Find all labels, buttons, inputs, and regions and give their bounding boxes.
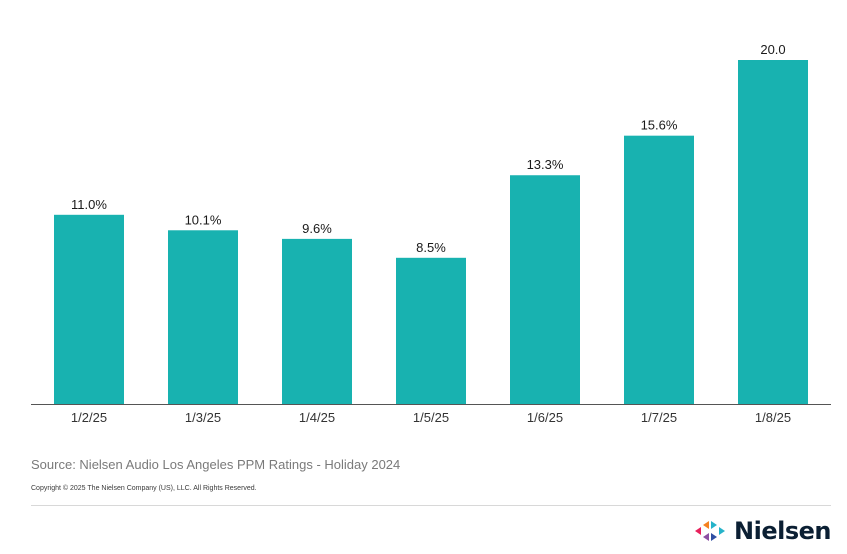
bar-value-label: 13.3% — [527, 157, 564, 172]
source-note: Source: Nielsen Audio Los Angeles PPM Ra… — [31, 457, 401, 472]
x-tick-label: 1/2/25 — [71, 410, 107, 425]
nielsen-logo-icon — [695, 521, 726, 541]
bar-1/4/25 — [282, 238, 352, 404]
x-tick-label: 1/3/25 — [185, 410, 221, 425]
bar-1/8/25 — [738, 60, 808, 404]
bar-1/3/25 — [168, 230, 238, 404]
bar-value-label: 8.5% — [416, 240, 446, 255]
nielsen-logo: Nielsen — [694, 516, 831, 546]
bar-chart: 11.0%10.1%9.6%8.5%13.3%15.6%20.0 1/2/25 1… — [31, 42, 831, 425]
bar-1/7/25 — [624, 135, 694, 404]
x-tick-label: 1/4/25 — [299, 410, 335, 425]
bar-1/6/25 — [510, 175, 580, 404]
bar-value-label: 10.1% — [185, 212, 222, 227]
x-tick-label: 1/5/25 — [413, 410, 449, 425]
bars-group — [54, 60, 808, 404]
bar-1/5/25 — [396, 257, 466, 404]
bar-1/2/25 — [54, 214, 124, 404]
x-tick-label: 1/6/25 — [527, 410, 563, 425]
nielsen-logo-text: Nielsen — [734, 517, 831, 545]
footer-divider — [31, 505, 831, 506]
x-tick-label: 1/8/25 — [755, 410, 791, 425]
x-tick-labels: 1/2/25 1/3/25 1/4/25 1/5/25 1/6/25 1/7/25 1/8/… — [71, 410, 791, 425]
bar-value-label: 20.0 — [760, 42, 785, 57]
bar-value-label: 15.6% — [641, 118, 678, 133]
x-tick-label: 1/7/25 — [641, 410, 677, 425]
copyright-note: Copyright © 2025 The Nielsen Company (US… — [31, 485, 257, 492]
bar-value-label: 11.0% — [71, 197, 107, 212]
bar-value-labels: 11.0% 10.1% 9.6% 8.5% 13.3% 15.6% 20.0 — [71, 42, 786, 255]
bar-value-label: 9.6% — [302, 221, 332, 236]
